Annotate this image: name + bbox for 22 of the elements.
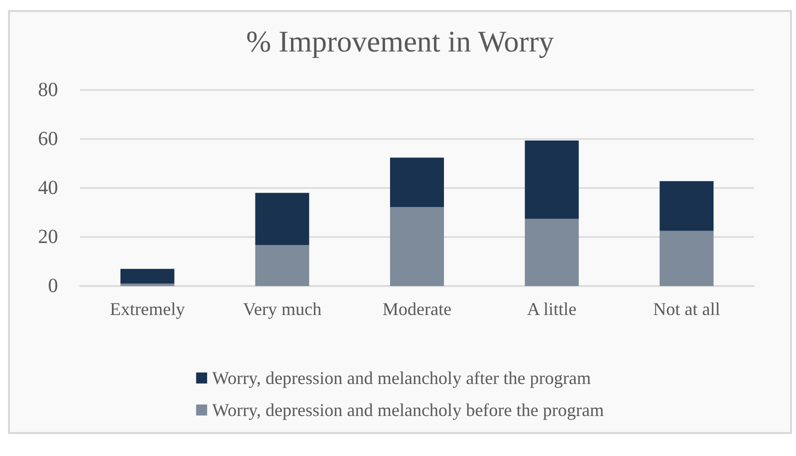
bar <box>255 192 310 246</box>
bar <box>120 268 174 284</box>
legend-label: Worry, depression and melancholy after the program <box>212 368 591 388</box>
x-tick-label: Very much <box>242 299 322 319</box>
bar <box>660 230 714 286</box>
x-tick-label: Extremely <box>110 299 185 319</box>
bar <box>390 158 444 208</box>
bar <box>524 140 579 219</box>
bar <box>660 181 714 231</box>
bar <box>255 245 310 286</box>
y-tick-label: 40 <box>38 177 58 199</box>
y-tick-label: 0 <box>48 275 58 297</box>
bar <box>390 207 444 286</box>
chart-title: % Improvement in Worry <box>246 26 554 58</box>
y-tick-label: 60 <box>38 128 58 150</box>
x-tick-label: Moderate <box>382 299 452 319</box>
legend-label: Worry, depression and melancholy before the program <box>212 400 604 420</box>
bar <box>524 218 579 286</box>
y-tick-label: 80 <box>38 79 58 101</box>
y-tick-label: 20 <box>38 226 58 248</box>
x-tick-label: Not at all <box>653 299 720 319</box>
x-tick-label: A little <box>527 299 577 319</box>
